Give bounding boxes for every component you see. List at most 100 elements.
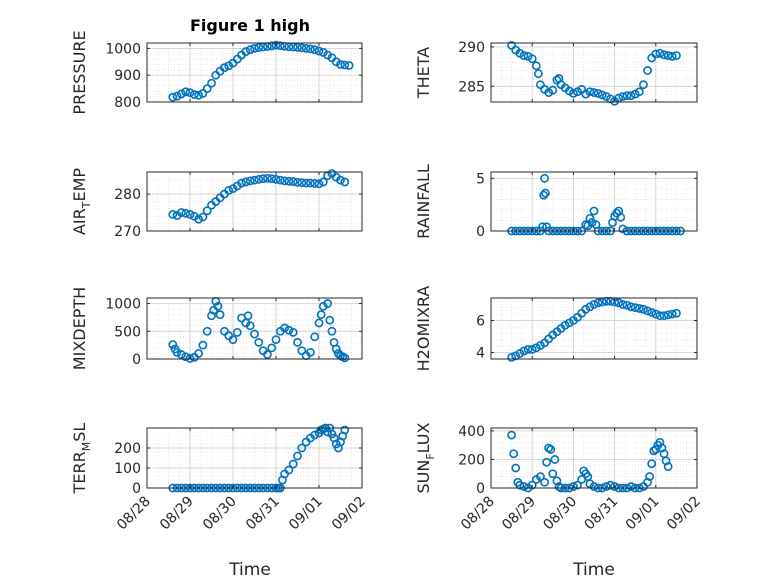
- y-axis-label: THETA: [414, 47, 433, 99]
- data-point: [655, 437, 665, 447]
- data-point: [185, 354, 195, 363]
- y-tick-label: 500: [114, 324, 141, 340]
- data-point: [250, 175, 259, 185]
- data-point: [284, 176, 294, 186]
- data-point: [254, 174, 264, 184]
- y-tick-label: 0: [476, 481, 485, 497]
- data-point: [626, 302, 636, 312]
- data-point: [168, 210, 178, 219]
- data-point: [202, 84, 212, 93]
- data-point: [172, 91, 182, 101]
- data-point: [569, 88, 578, 98]
- data-point: [316, 310, 326, 320]
- data-point: [258, 174, 268, 184]
- data-point: [305, 44, 315, 54]
- data-point: [267, 41, 277, 51]
- x-tick-label: 09/01: [286, 494, 326, 534]
- data-point: [172, 347, 182, 357]
- data-point: [301, 43, 311, 53]
- data-point: [552, 476, 562, 486]
- data-point: [589, 206, 599, 216]
- data-point: [202, 206, 212, 216]
- data-point: [237, 178, 246, 188]
- data-point: [616, 212, 626, 222]
- data-point: [275, 175, 285, 185]
- y-axis-label: SUNFLUX: [414, 422, 437, 493]
- y-tick-label: 1000: [105, 41, 141, 57]
- data-point: [176, 350, 186, 359]
- data-point: [168, 340, 178, 349]
- data-point: [643, 477, 652, 487]
- data-point: [659, 50, 669, 60]
- data-point: [181, 208, 191, 218]
- data-point: [207, 311, 216, 321]
- data-point: [540, 477, 549, 487]
- data-point: [243, 311, 253, 321]
- data-point: [626, 482, 636, 491]
- data-point: [271, 174, 281, 184]
- data-point: [663, 51, 673, 60]
- data-point: [245, 321, 255, 331]
- axes-box: [146, 42, 363, 103]
- data-point: [310, 332, 320, 342]
- x-tick-label: 09/01: [623, 494, 663, 534]
- data-point: [344, 61, 354, 70]
- data-point: [550, 455, 560, 464]
- data-point: [262, 350, 272, 359]
- data-point: [340, 353, 350, 363]
- x-tick-label: 08/30: [540, 494, 580, 534]
- data-point: [618, 300, 628, 309]
- data-point: [655, 311, 665, 321]
- data-point: [622, 300, 632, 310]
- data-point: [254, 337, 264, 347]
- data-point: [275, 41, 285, 51]
- data-point: [305, 347, 315, 357]
- data-point: [651, 309, 661, 319]
- x-tick-label: 09/02: [329, 494, 369, 534]
- data-point: [297, 346, 307, 356]
- data-point: [663, 310, 673, 320]
- data-point: [601, 482, 611, 491]
- data-point: [189, 90, 199, 99]
- data-point: [533, 69, 543, 79]
- data-point: [593, 298, 603, 308]
- data-point: [340, 60, 350, 70]
- data-point: [336, 175, 345, 185]
- x-tick-label: 09/02: [664, 494, 704, 534]
- x-tick-label: 08/29: [157, 494, 197, 534]
- data-point: [507, 352, 516, 362]
- y-tick-label: 200: [114, 441, 141, 457]
- x-tick-label: 08/31: [582, 494, 622, 534]
- data-point: [597, 90, 607, 100]
- axes-box: [490, 427, 698, 489]
- data-point: [589, 300, 599, 309]
- y-tick-label: 100: [114, 461, 141, 477]
- y-axis-label: PRESSURE: [70, 30, 89, 114]
- data-point: [507, 430, 516, 440]
- axes-box: [490, 297, 698, 360]
- y-tick-label: 4: [476, 346, 485, 362]
- data-point: [297, 43, 307, 53]
- data-point: [540, 173, 549, 183]
- y-axis-label: TERRMSL: [70, 423, 93, 495]
- data-point: [336, 60, 345, 69]
- data-point: [310, 179, 320, 188]
- figure-title: Figure 1 high: [190, 16, 310, 35]
- data-point: [297, 443, 307, 453]
- data-point: [185, 210, 195, 219]
- data-point: [643, 66, 652, 75]
- y-tick-label: 5: [476, 171, 485, 187]
- x-axis-label-left: Time: [228, 560, 271, 580]
- data-point: [232, 327, 242, 337]
- data-point: [293, 177, 302, 187]
- data-point: [647, 308, 657, 317]
- x-tick-label: 08/30: [200, 494, 240, 534]
- data-point: [181, 87, 191, 97]
- data-point: [540, 188, 550, 198]
- data-point: [194, 90, 203, 100]
- x-tick-label: 08/28: [114, 494, 154, 534]
- subplot-pressure: 800 900 1000 PRESSURE: [70, 30, 363, 115]
- data-point: [523, 344, 533, 354]
- data-point: [250, 329, 259, 339]
